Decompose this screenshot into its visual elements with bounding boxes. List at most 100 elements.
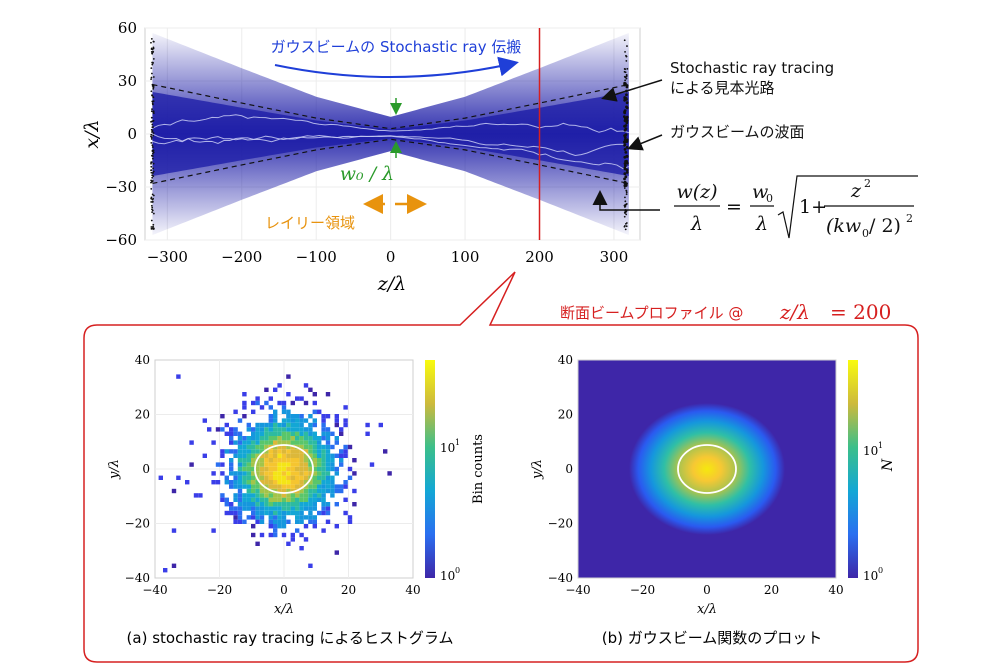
wavefront-dot — [150, 219, 153, 222]
histogram-bin — [339, 484, 344, 489]
histogram-bin — [202, 418, 207, 423]
histogram-bin — [303, 449, 309, 454]
histogram-bin — [312, 418, 317, 423]
histogram-bin — [264, 484, 269, 489]
histogram-bin — [255, 466, 260, 472]
histogram-bin — [277, 427, 282, 432]
histogram-bin — [281, 431, 287, 436]
wavefront-dot — [150, 171, 153, 174]
histogram-bin — [321, 422, 326, 428]
wavefront-dot — [623, 225, 626, 228]
histogram-bin — [281, 475, 287, 480]
histogram-bin — [264, 444, 269, 450]
histogram-bin — [264, 493, 269, 498]
histogram-bin — [339, 427, 344, 432]
histogram-bin — [295, 449, 300, 454]
histogram-bin — [387, 471, 392, 476]
top-y-tick-label: 60 — [118, 19, 137, 37]
formula-sqrt — [777, 175, 918, 239]
histogram-bin — [255, 484, 260, 489]
histogram-bin — [237, 475, 243, 480]
histogram-bin — [347, 515, 353, 520]
histogram-bin — [343, 405, 348, 410]
wavefront-dot — [152, 96, 155, 99]
histogram-bin — [299, 502, 304, 507]
histogram-bin — [264, 427, 269, 432]
histogram-bin — [242, 480, 247, 485]
histogram-bin — [286, 497, 291, 502]
histogram-bin — [321, 431, 326, 436]
histogram-bin — [299, 488, 304, 494]
histogram-bin — [237, 458, 243, 463]
histogram-bin — [299, 484, 304, 489]
histogram-bin — [277, 449, 282, 454]
histogram-bin — [343, 453, 348, 458]
histogram-bin — [286, 444, 291, 450]
histogram-bin — [308, 440, 313, 445]
histogram-bin — [290, 471, 295, 476]
histogram-bin — [334, 436, 339, 441]
histogram-bin — [281, 515, 287, 520]
wavefront-dot — [623, 172, 627, 176]
sample-ray-path — [152, 114, 629, 134]
panel-b-colorbar-tick-top-exp: 1 — [878, 441, 883, 450]
histogram-bin — [237, 440, 243, 445]
histogram-bin — [299, 510, 304, 516]
histogram-bin — [308, 453, 313, 458]
histogram-bin — [317, 466, 322, 472]
histogram-bin — [237, 515, 243, 520]
histogram-bin — [268, 519, 273, 524]
histogram-bin — [264, 471, 269, 476]
histogram-bin — [325, 519, 331, 524]
wavefront-dot — [151, 211, 153, 214]
panel-b-colorbar-tick-top: 10 — [863, 444, 878, 458]
histogram-bin — [286, 510, 291, 516]
histogram-bin — [255, 396, 260, 401]
histogram-bin — [259, 484, 265, 489]
histogram-bin — [317, 480, 322, 485]
panel-a-colorbar-tick-bottom-exp: 0 — [455, 566, 460, 575]
wavefront-dot — [152, 175, 155, 178]
histogram-bin — [281, 449, 287, 454]
top-y-tick-label: 30 — [118, 72, 137, 90]
histogram-bin — [303, 418, 309, 423]
histogram-bin — [303, 383, 309, 388]
wavefront-dot — [625, 191, 628, 194]
histogram-bin — [325, 475, 331, 480]
histogram-bin — [255, 436, 260, 441]
histogram-bin — [312, 471, 317, 476]
histogram-bin — [273, 475, 278, 480]
wavefront-dot — [624, 76, 627, 78]
histogram-bin — [295, 475, 300, 480]
histogram-bin — [312, 506, 317, 511]
wavefront-dot — [623, 181, 627, 185]
wavefront-dot — [624, 228, 627, 231]
histogram-bin — [224, 502, 229, 507]
small-y-tick-label: −40 — [548, 571, 573, 585]
histogram-bin — [286, 422, 291, 428]
histogram-bin — [255, 515, 260, 520]
histogram-bin — [286, 392, 291, 397]
histogram-bin — [343, 480, 348, 485]
histogram-bin — [290, 427, 295, 432]
histogram-bin — [383, 449, 388, 454]
histogram-bin — [255, 510, 260, 516]
histogram-bin — [325, 480, 331, 485]
histogram-bin — [295, 528, 300, 533]
histogram-bin — [268, 524, 273, 529]
histogram-bin — [273, 515, 278, 520]
beam-width-formula: w(z) λ = w 0 λ 1+ z 2 (kw 0 / 2) 2 — [674, 175, 918, 240]
histogram-bin — [273, 409, 278, 414]
histogram-bin — [325, 462, 331, 467]
histogram-bin — [259, 427, 265, 432]
wavefront-dot — [624, 133, 628, 137]
section-heading: 断面ビームプロファイル @ — [560, 304, 743, 322]
small-x-tick-label: 40 — [828, 583, 843, 597]
histogram-bin — [317, 497, 322, 502]
histogram-bin — [312, 466, 317, 472]
histogram-bin — [290, 444, 295, 450]
histogram-bin — [233, 484, 238, 489]
histogram-bin — [255, 422, 260, 428]
wavefront-dot — [150, 110, 153, 113]
histogram-bin — [325, 440, 331, 445]
